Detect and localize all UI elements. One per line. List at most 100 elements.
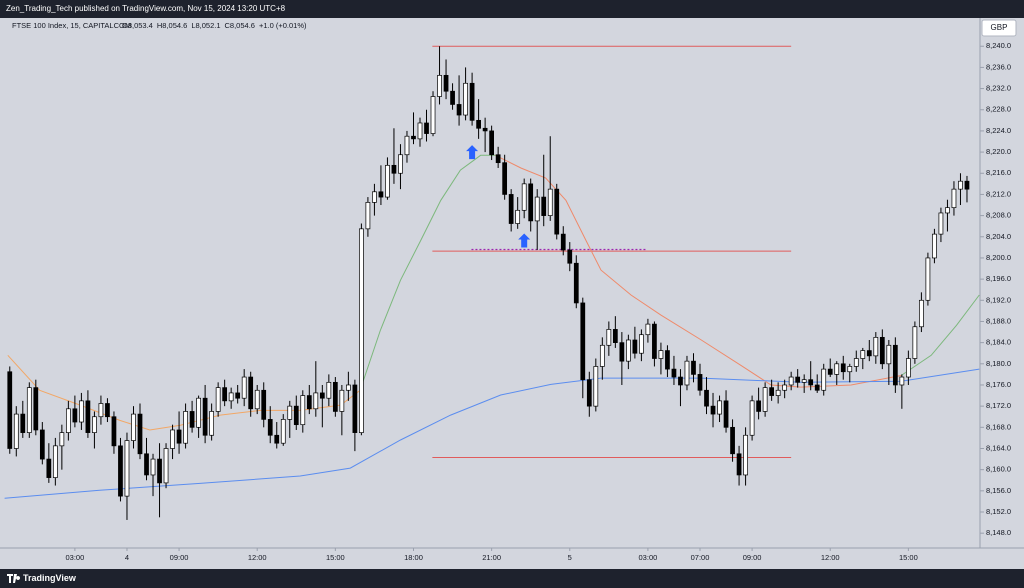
- candle-body: [72, 408, 78, 423]
- candle-body: [300, 395, 306, 426]
- candle-body: [404, 135, 410, 156]
- candle-body: [925, 257, 931, 301]
- candle-body: [254, 389, 260, 410]
- candle-body: [469, 82, 475, 121]
- moving-average: [495, 154, 902, 388]
- y-tick-label: 8,192.0: [986, 295, 1011, 304]
- candle-body: [235, 392, 241, 399]
- candle-body: [892, 344, 898, 386]
- y-tick-label: 8,152.0: [986, 507, 1011, 516]
- candle-body: [697, 374, 703, 391]
- candle-body: [176, 429, 182, 444]
- y-tick-label: 8,216.0: [986, 168, 1011, 177]
- x-tick-label: 15:00: [326, 553, 345, 562]
- y-tick-label: 8,220.0: [986, 147, 1011, 156]
- candle-body: [782, 384, 788, 391]
- axes: 8,148.0 8,152.0 8,156.0 8,160.0 8,164.0 8,168…: [65, 41, 1011, 562]
- candle-body: [632, 339, 638, 354]
- candle-body: [261, 389, 267, 420]
- candle-body: [938, 212, 944, 235]
- candle-body: [391, 164, 397, 174]
- x-tick-label: 09:00: [743, 553, 762, 562]
- candle-body: [521, 183, 527, 211]
- candle-body: [228, 392, 234, 402]
- tv-logo: [7, 574, 21, 583]
- candle-body: [352, 384, 358, 433]
- candle-body: [26, 387, 32, 433]
- candle-body: [599, 344, 605, 367]
- currency-button[interactable]: [981, 19, 1017, 37]
- y-tick-label: 8,208.0: [986, 211, 1011, 220]
- candle-body: [215, 387, 221, 412]
- candle-body: [241, 376, 247, 399]
- x-tick-label: 12:00: [821, 553, 840, 562]
- candle-body: [886, 344, 892, 365]
- y-tick-label: 8,176.0: [986, 380, 1011, 389]
- candle-body: [385, 164, 390, 198]
- candle-body: [756, 400, 761, 412]
- y-tick-label: 8,172.0: [986, 401, 1011, 410]
- y-tick-label: 8,196.0: [986, 274, 1011, 283]
- candle-body: [183, 411, 188, 444]
- candle-body: [645, 323, 651, 336]
- candle-body: [124, 440, 130, 497]
- candle-body: [560, 233, 566, 251]
- candle-body: [951, 188, 957, 209]
- candle-body: [267, 419, 273, 436]
- candle-body: [847, 366, 853, 373]
- ohlc-field: H8,054.6: [157, 21, 187, 30]
- candle-body: [795, 376, 801, 383]
- candle-body: [332, 381, 338, 412]
- candle-body: [919, 299, 924, 328]
- publisher: Zen_Trading_Tech published on TradingVie…: [6, 4, 286, 13]
- candle-body: [59, 432, 65, 447]
- x-tick-label: 15:00: [899, 553, 918, 562]
- candle-body: [769, 387, 774, 396]
- candle-body: [144, 453, 149, 476]
- candle-body: [814, 384, 820, 391]
- candle-body: [489, 130, 494, 156]
- candle-body: [626, 339, 631, 362]
- symbol: FTSE 100 Index, 15, CAPITALCOM: [12, 21, 131, 30]
- y-tick-label: 8,168.0: [986, 422, 1011, 431]
- candle-body: [808, 379, 814, 386]
- candle-body: [704, 389, 709, 407]
- candle-body: [430, 96, 436, 134]
- candle-body: [482, 127, 488, 132]
- candle-body: [92, 416, 97, 433]
- candle-body: [424, 122, 429, 134]
- signal-arrow: [466, 145, 479, 160]
- candle-body: [137, 413, 143, 455]
- candle-body: [98, 403, 104, 418]
- candle-body: [834, 363, 840, 375]
- candle-body: [196, 397, 201, 428]
- ohlc-field: L8,052.1: [191, 21, 220, 30]
- y-tick-label: 8,180.0: [986, 359, 1011, 368]
- x-tick-label: 4: [125, 553, 129, 562]
- candle-body: [691, 360, 696, 375]
- candle-body: [899, 376, 905, 386]
- candle-body: [359, 228, 364, 433]
- moving-average: [900, 294, 980, 376]
- currency[interactable]: GBP: [991, 23, 1008, 32]
- candle-body: [775, 389, 781, 396]
- candle-body: [411, 135, 416, 140]
- candle-body: [573, 262, 579, 304]
- x-tick-label: 21:00: [482, 553, 501, 562]
- candle-body: [46, 458, 52, 478]
- candle-body: [606, 329, 612, 346]
- candle-body: [398, 154, 403, 174]
- signal-arrow: [518, 233, 531, 248]
- y-tick-label: 8,156.0: [986, 486, 1011, 495]
- candle-body: [730, 426, 735, 455]
- candle-body: [346, 384, 351, 391]
- candle-body: [495, 154, 501, 164]
- candle-body: [150, 458, 156, 476]
- candle-body: [678, 376, 683, 386]
- ohlc-field: +1.0 (+0.01%): [259, 21, 307, 30]
- candle-body: [313, 392, 319, 410]
- y-tick-label: 8,204.0: [986, 232, 1011, 241]
- candle-body: [932, 233, 937, 259]
